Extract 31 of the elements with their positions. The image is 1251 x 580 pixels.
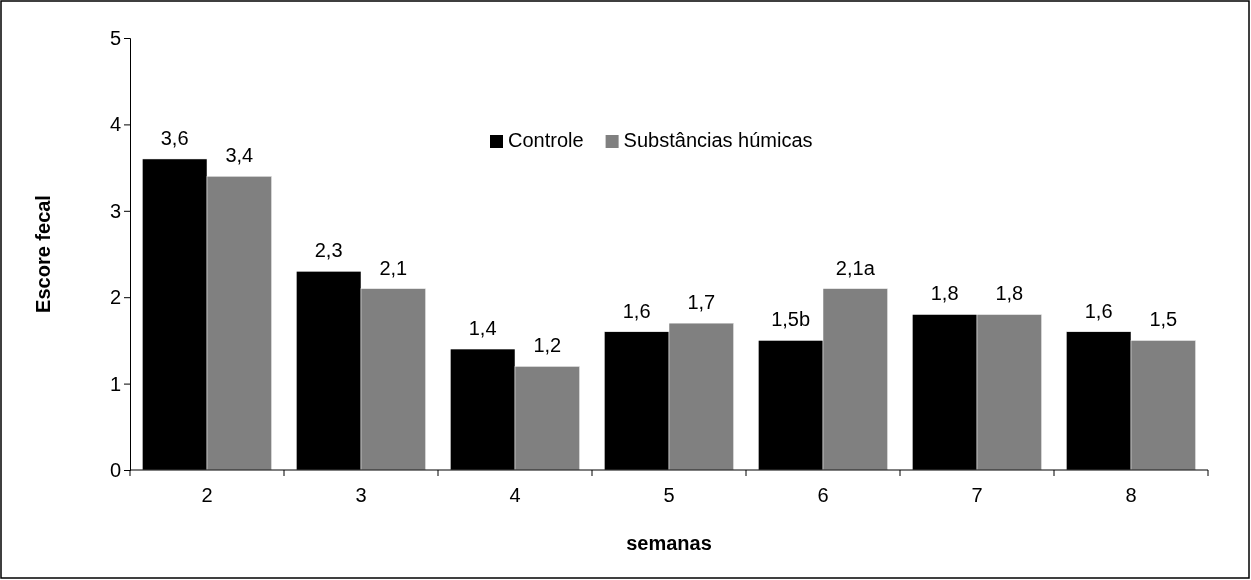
x-tick-label: 6 (817, 484, 829, 506)
y-tick-label: 1 (109, 372, 121, 395)
data-label: 1,6 (622, 299, 651, 322)
data-label: 1,8 (995, 282, 1024, 305)
x-tick-label: 3 (355, 484, 367, 506)
data-label: 3,4 (225, 144, 254, 167)
y-axis-title: Escore fecal (32, 195, 54, 313)
data-label: 1,8 (930, 282, 959, 305)
x-tick-label: 5 (663, 484, 675, 506)
y-tick-label: 4 (109, 113, 121, 136)
legend-label: Controle (508, 129, 584, 151)
data-label: 1,5b (771, 308, 811, 331)
x-tick-label: 4 (509, 484, 521, 506)
data-label: 1,6 (1084, 299, 1113, 322)
legend-label: Substâncias húmicas (623, 129, 813, 151)
x-axis-title: semanas (626, 532, 712, 554)
x-tick-label: 7 (971, 484, 983, 506)
y-tick-label: 2 (109, 286, 121, 309)
y-tick-label: 3 (109, 199, 121, 222)
data-label: 1,5 (1149, 308, 1178, 331)
y-tick-label: 5 (109, 26, 121, 49)
data-label: 2,1 (379, 256, 408, 279)
data-label: 2,3 (314, 239, 343, 262)
data-label: 1,7 (687, 291, 716, 314)
data-label: 1,4 (468, 317, 497, 340)
data-label: 1,2 (533, 334, 562, 357)
x-tick-label: 8 (1125, 484, 1137, 506)
x-tick-label: 2 (201, 484, 213, 506)
data-label: 2,1a (835, 256, 876, 279)
y-tick-label: 0 (109, 458, 121, 481)
data-label: 3,6 (160, 126, 189, 149)
